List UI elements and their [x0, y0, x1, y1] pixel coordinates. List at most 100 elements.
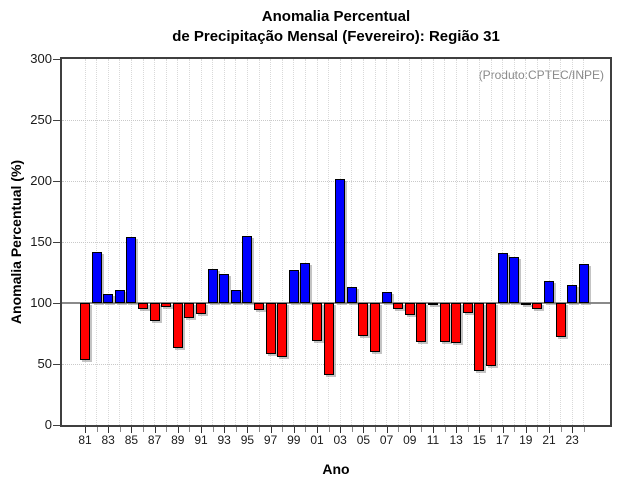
x-axis-tick — [201, 427, 202, 433]
x-tick-label: 93 — [217, 433, 231, 447]
x-tick-label: 23 — [565, 433, 579, 447]
y-axis-tick — [53, 364, 60, 365]
horizontal-gridline — [62, 363, 610, 365]
x-axis-tick — [398, 427, 400, 432]
y-tick-label: 200 — [30, 173, 52, 188]
bar-1990 — [184, 303, 195, 318]
bar-1991 — [196, 303, 206, 314]
bar-2011 — [428, 303, 438, 306]
x-tick-label: 95 — [240, 433, 255, 447]
x-axis-tick — [143, 427, 144, 432]
bar-2006 — [370, 303, 380, 352]
bar-1998 — [277, 303, 288, 357]
x-axis-tick — [247, 427, 249, 433]
x-axis-tick — [375, 427, 376, 432]
bar-2015 — [474, 303, 485, 372]
x-axis-tick — [131, 427, 133, 433]
bar-2018 — [509, 256, 520, 303]
x-axis-tick — [85, 427, 86, 433]
x-tick-label: 99 — [287, 433, 301, 447]
x-tick-label: 81 — [78, 433, 92, 447]
x-tick-label: 11 — [426, 433, 440, 447]
bar-2001 — [312, 303, 322, 341]
x-axis-tick — [224, 427, 226, 433]
x-axis-tick — [108, 427, 110, 433]
y-tick-label: 100 — [30, 295, 52, 310]
x-axis-tick — [305, 427, 307, 432]
bar-2010 — [416, 303, 427, 343]
bar-1995 — [242, 235, 253, 303]
bar-2021 — [544, 281, 554, 303]
x-axis-tick — [537, 427, 539, 432]
x-axis-tick — [235, 427, 237, 432]
bar-2016 — [486, 303, 496, 367]
bar-1982 — [91, 251, 102, 303]
x-tick-label: 01 — [310, 433, 324, 447]
bar-1984 — [114, 289, 125, 303]
bar-2023 — [567, 284, 578, 303]
bar-2012 — [439, 303, 450, 343]
x-axis-tick — [386, 427, 388, 433]
chart-title-line2: de Precipitação Mensal (Fevereiro): Regi… — [172, 28, 500, 45]
chart-title: Anomalia Percentual de Precipitação Mens… — [62, 7, 610, 47]
x-axis-tick — [583, 427, 585, 432]
bar-2022 — [555, 303, 566, 338]
bar-2013 — [451, 303, 462, 344]
x-tick-label: 09 — [403, 433, 417, 447]
x-axis-tick — [340, 427, 342, 433]
x-axis-tick — [351, 427, 353, 432]
bar-2007 — [381, 292, 392, 303]
bar-1997 — [265, 303, 276, 355]
bar-1983 — [103, 294, 114, 303]
x-axis-tick — [479, 427, 481, 433]
x-axis-tick — [525, 427, 527, 433]
chart-title-line1: Anomalia Percentual — [261, 8, 411, 25]
x-axis-tick — [96, 427, 98, 432]
y-tick-label: 150 — [30, 234, 52, 249]
bar-1981 — [80, 303, 90, 361]
x-tick-label: 91 — [194, 433, 208, 447]
x-axis-tick — [363, 427, 365, 433]
bar-1996 — [254, 303, 264, 311]
bar-2020 — [532, 303, 543, 310]
y-axis-title: Anomalia Percentual (%) — [8, 159, 24, 325]
x-axis-tick — [549, 427, 550, 433]
x-axis-tick — [456, 427, 458, 433]
bar-2009 — [404, 303, 415, 316]
x-tick-label: 89 — [171, 433, 185, 447]
horizontal-gridline — [62, 119, 610, 121]
x-tick-label: 05 — [356, 433, 371, 447]
x-tick-label: 19 — [519, 433, 533, 447]
x-axis-tick — [293, 427, 295, 433]
x-axis-tick — [560, 427, 562, 432]
x-tick-label: 85 — [124, 433, 139, 447]
y-axis-tick — [53, 425, 60, 426]
bar-1986 — [138, 303, 148, 310]
x-axis-tick — [189, 427, 191, 432]
bar-1999 — [288, 270, 299, 303]
y-axis-tick — [53, 303, 60, 304]
y-axis-tick — [53, 181, 60, 182]
x-tick-label: 07 — [379, 433, 394, 447]
y-axis-tick — [53, 242, 60, 243]
x-axis-tick — [282, 427, 284, 432]
x-tick-label: 03 — [333, 433, 347, 447]
x-tick-label: 87 — [147, 433, 162, 447]
x-tick-label: 17 — [495, 433, 510, 447]
bar-1987 — [149, 303, 160, 322]
bar-2003 — [335, 178, 346, 303]
x-axis-title: Ano — [322, 461, 350, 477]
x-tick-label: 83 — [101, 433, 115, 447]
y-tick-label: 0 — [44, 417, 52, 432]
bar-1993 — [219, 273, 230, 303]
x-axis-tick — [409, 427, 411, 433]
x-axis-tick — [154, 427, 156, 433]
bar-1989 — [172, 303, 183, 349]
bar-1994 — [230, 289, 241, 303]
x-axis-tick — [177, 427, 179, 433]
bar-2002 — [323, 303, 334, 375]
bar-1988 — [161, 303, 172, 307]
y-axis-tick — [53, 59, 60, 60]
x-tick-label: 13 — [449, 433, 463, 447]
